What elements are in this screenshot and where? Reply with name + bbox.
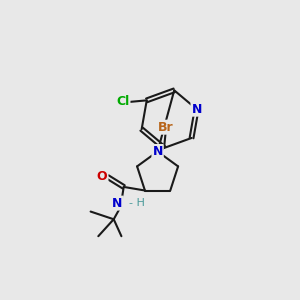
Text: N: N	[152, 145, 163, 158]
Text: - H: - H	[129, 198, 145, 208]
Text: N: N	[191, 103, 202, 116]
Text: Br: Br	[158, 121, 173, 134]
Text: Cl: Cl	[116, 95, 130, 108]
Text: O: O	[97, 170, 107, 183]
Text: N: N	[112, 196, 123, 210]
